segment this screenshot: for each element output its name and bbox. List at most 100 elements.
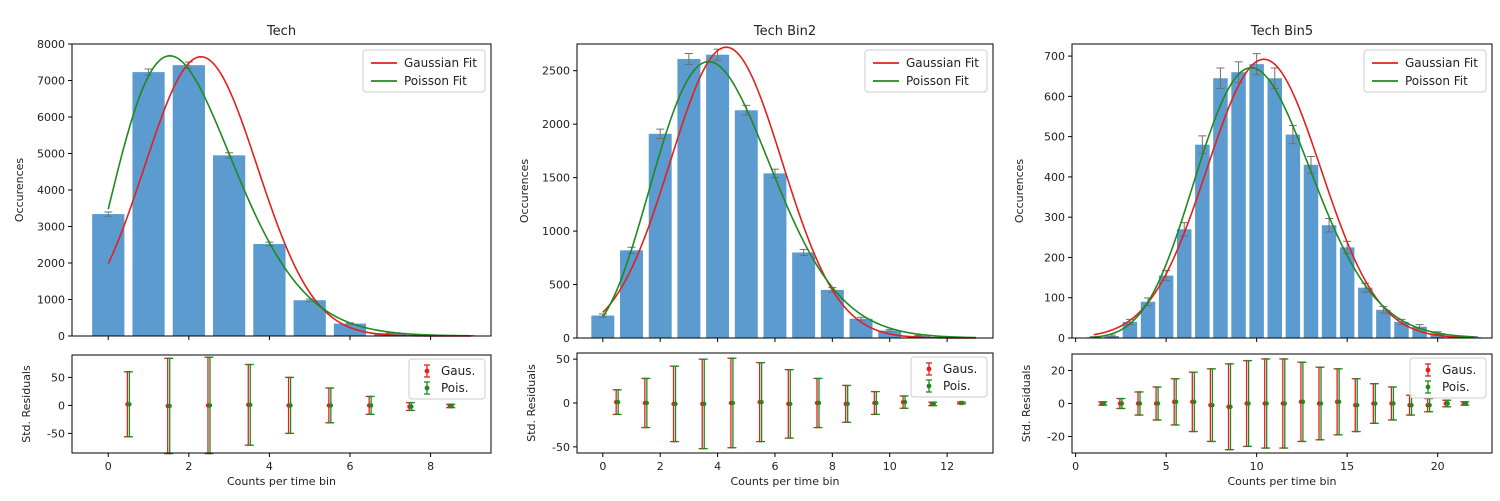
- y-tick-label: 7000: [37, 75, 65, 88]
- y-tick-label: 8000: [37, 38, 65, 51]
- residual-y-tick-label: 50: [556, 353, 570, 366]
- legend-poisson-label: Poisson Fit: [1405, 74, 1468, 88]
- y-tick-label: 1500: [542, 172, 570, 185]
- legend-poisson-label: Poisson Fit: [404, 74, 467, 88]
- bar: [820, 289, 844, 338]
- pois-residual-point: [368, 403, 374, 408]
- chart-bin2: Tech Bin2Occurences05001000150020002500G…: [518, 24, 994, 488]
- legend-gaus-label: Gaus.: [441, 364, 475, 378]
- y-tick-label: 4000: [37, 184, 65, 197]
- residual-x-tick-label: 4: [266, 460, 273, 473]
- pois-residual-point: [328, 403, 334, 408]
- y-tick-label: 2000: [37, 257, 65, 270]
- bar: [763, 173, 787, 338]
- chart-tech: TechOccurences01000200030004000500060007…: [13, 24, 492, 488]
- pois-residual-point: [759, 399, 764, 405]
- residual-x-tick-label: 15: [1340, 460, 1354, 473]
- pois-residual-point: [673, 401, 678, 407]
- bar: [92, 214, 125, 336]
- bar: [333, 323, 367, 336]
- legend-gaus-swatch-point: [926, 366, 932, 372]
- main-plot-frame: [576, 43, 994, 339]
- residual-panel: -50 0 50 0 2 4 6 8 Std. Residuals Counts per time…: [20, 354, 492, 488]
- y-tick-label: 0: [58, 330, 65, 343]
- legend-gaus-swatch-point: [1425, 367, 1431, 373]
- residual-x-tick-label: 6: [771, 460, 778, 473]
- legend-pois-swatch-point: [424, 385, 430, 391]
- y-tick-label: 0: [563, 332, 570, 345]
- chart-title: Tech Bin5: [1250, 24, 1313, 39]
- bar: [1213, 78, 1228, 338]
- bar: [1249, 64, 1264, 338]
- bar: [1321, 225, 1337, 338]
- residual-panel: -20 0 20 0 5 10 15 20 Std. Residuals Counts per t…: [1020, 353, 1493, 488]
- residual-x-tick-label: 0: [599, 460, 606, 473]
- bar: [1358, 287, 1373, 338]
- legend-gaussian-label: Gaussian Fit: [1405, 56, 1478, 70]
- pois-residual-point: [1445, 401, 1450, 406]
- pois-residual-point: [702, 401, 707, 407]
- residual-y-axis-label: Std. Residuals: [20, 365, 33, 443]
- residual-x-tick-label: 5: [1163, 460, 1170, 473]
- poisson-fit-curve: [107, 55, 471, 337]
- main-plot-frame: [1071, 43, 1493, 339]
- y-tick-label: 2000: [542, 118, 570, 131]
- pois-residual-point: [1173, 399, 1179, 405]
- pois-residual-point: [1318, 401, 1324, 406]
- residual-y-tick-label: 50: [51, 371, 65, 384]
- bar: [172, 65, 205, 337]
- pois-residual-point: [816, 400, 822, 406]
- bar: [648, 133, 672, 338]
- residual-x-tick-label: 0: [1072, 460, 1079, 473]
- residual-y-axis-label: Std. Residuals: [525, 364, 538, 442]
- bar: [132, 72, 165, 336]
- residual-y-tick-label: -50: [552, 441, 570, 454]
- residual-x-tick-label: 20: [1431, 460, 1445, 473]
- y-tick-label: 500: [549, 279, 570, 292]
- y-tick-label: 700: [1044, 50, 1065, 63]
- pois-residual-point: [1155, 401, 1161, 406]
- chart-title: Tech Bin2: [753, 24, 816, 39]
- y-tick-label: 600: [1044, 90, 1065, 103]
- pois-residual-point: [1264, 401, 1269, 406]
- bar: [1158, 275, 1174, 338]
- y-tick-label: 2500: [542, 65, 570, 78]
- residual-x-tick-label: 8: [829, 460, 836, 473]
- legend-gaussian-label: Gaussian Fit: [906, 56, 979, 70]
- pois-residual-point: [788, 401, 793, 407]
- bar: [591, 315, 615, 338]
- legend-poisson-label: Poisson Fit: [906, 74, 969, 88]
- residual-x-tick-label: 12: [940, 460, 954, 473]
- y-tick-label: 1000: [542, 225, 570, 238]
- y-tick-label: 500: [1044, 131, 1065, 144]
- pois-residual-point: [1192, 399, 1197, 405]
- bar: [293, 300, 326, 336]
- legend-gaussian-label: Gaussian Fit: [404, 56, 477, 70]
- y-tick-label: 0: [1058, 332, 1065, 345]
- pois-residual-point: [409, 404, 414, 409]
- y-tick-label: 100: [1044, 292, 1065, 305]
- bar: [213, 155, 246, 336]
- bars: [591, 48, 959, 339]
- residual-plot-frame: [71, 354, 492, 454]
- pois-residual-point: [1463, 401, 1469, 406]
- residual-y-tick-label: -50: [47, 427, 65, 440]
- pois-residual-point: [644, 400, 650, 406]
- pois-residual-point: [1427, 402, 1432, 408]
- pois-residual-point: [449, 403, 454, 409]
- residual-y-tick-label: 0: [563, 397, 570, 410]
- pois-residual-point: [931, 401, 936, 407]
- bar: [792, 252, 816, 338]
- bar: [1285, 134, 1301, 338]
- pois-residual-point: [1409, 402, 1414, 408]
- y-tick-label: 300: [1044, 211, 1065, 224]
- legend-gaus-label: Gaus.: [1442, 363, 1476, 377]
- bar: [1140, 301, 1156, 338]
- pois-residual-point: [1228, 404, 1233, 409]
- legend-pois-label: Pois.: [441, 381, 469, 395]
- x-axis-label: Counts per time bin: [227, 475, 336, 488]
- legend-gaus-swatch-point: [424, 368, 430, 374]
- residual-panel: -50 0 50 0 2 4 6 8 10 12 Std. Residuals Counts per …: [525, 352, 994, 488]
- residual-x-tick-label: 4: [714, 460, 721, 473]
